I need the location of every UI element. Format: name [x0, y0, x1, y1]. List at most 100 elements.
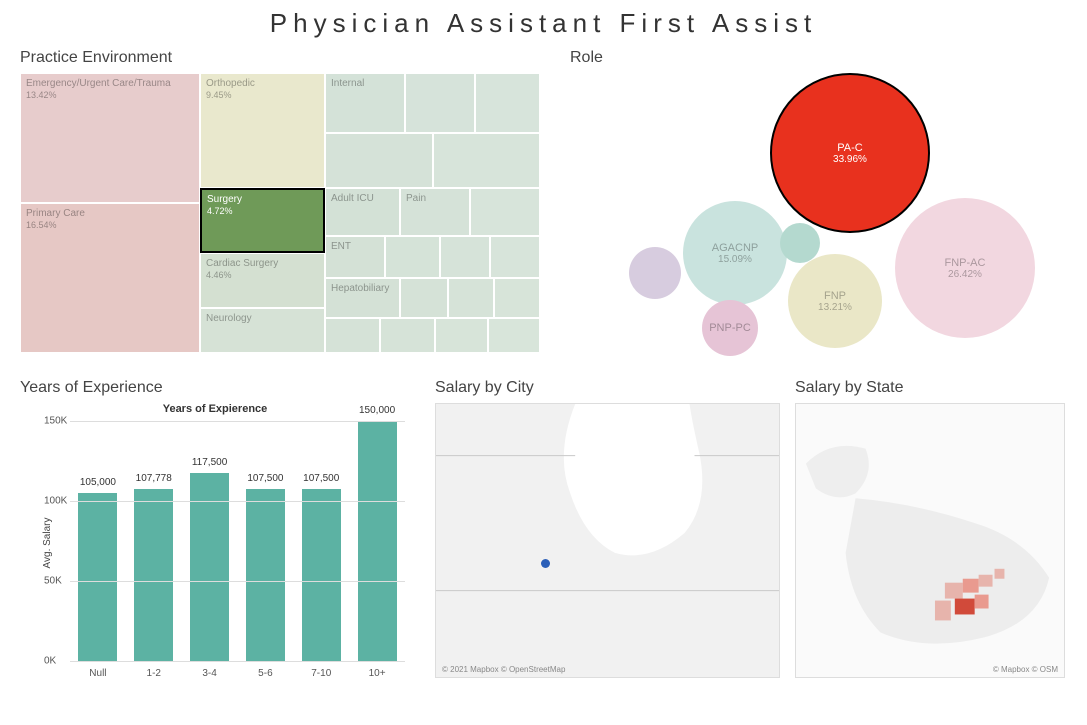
treemap-cell[interactable] — [435, 318, 488, 353]
y-tick: 0K — [44, 656, 56, 667]
map-city-panel: Salary by City © 2021 Mapbox © OpenStree… — [435, 379, 780, 699]
treemap-cell-pct: 9.45% — [206, 90, 319, 101]
treemap-cell[interactable] — [433, 133, 540, 188]
bar-value-label: 105,000 — [80, 477, 116, 488]
treemap-cell[interactable] — [448, 278, 494, 318]
bar-value-label: 107,778 — [136, 473, 172, 484]
treemap-chart[interactable]: Emergency/Urgent Care/Trauma13.42%Primar… — [20, 73, 540, 353]
x-tick: 3-4 — [202, 668, 216, 679]
bubble[interactable]: AGACNP15.09% — [683, 201, 787, 305]
treemap-cell-label: Neurology — [206, 313, 319, 325]
map-state-attribution: © Mapbox © OSM — [993, 665, 1058, 674]
bubble[interactable]: FNP-AC26.42% — [895, 198, 1035, 338]
treemap-label: Practice Environment — [20, 49, 550, 67]
bars-label: Years of Experience — [20, 379, 420, 397]
treemap-cell-label: Surgery — [207, 194, 318, 206]
treemap-cell-label: Internal — [331, 78, 399, 90]
treemap-cell[interactable] — [405, 73, 475, 133]
bubble-label: FNP-AC — [945, 257, 986, 269]
bar-chart-title: Years of Expierence — [20, 403, 410, 415]
x-tick: 5-6 — [258, 668, 272, 679]
treemap-cell-label: Adult ICU — [331, 193, 394, 205]
treemap-cell[interactable]: Primary Care16.54% — [20, 203, 200, 353]
gridline — [70, 581, 405, 582]
bubble-chart[interactable]: PA-C33.96%AGACNP15.09%FNP13.21%FNP-AC26.… — [590, 73, 1070, 363]
bubble-panel: Role PA-C33.96%AGACNP15.09%FNP13.21%FNP-… — [570, 49, 1070, 369]
treemap-cell[interactable] — [440, 236, 490, 278]
bubble-label: AGACNP — [712, 242, 758, 254]
x-tick: 7-10 — [311, 668, 331, 679]
bubble-label: PNP-PC — [709, 322, 751, 334]
bar[interactable]: 105,000 — [78, 493, 117, 661]
bubble[interactable]: PA-C33.96% — [770, 73, 930, 233]
y-tick: 100K — [44, 496, 67, 507]
map-dot — [541, 559, 550, 568]
treemap-cell[interactable]: Pain — [400, 188, 470, 236]
treemap-cell-pct: 4.46% — [206, 270, 319, 281]
treemap-cell[interactable]: Cardiac Surgery4.46% — [200, 253, 325, 308]
treemap-cell[interactable]: Adult ICU — [325, 188, 400, 236]
bubble-pct: 15.09% — [718, 254, 752, 265]
bubble-label: PA-C — [837, 142, 862, 154]
treemap-cell-label: Cardiac Surgery — [206, 258, 319, 270]
map-state-label: Salary by State — [795, 379, 1065, 397]
bar-value-label: 107,500 — [303, 473, 339, 484]
treemap-cell-label: Emergency/Urgent Care/Trauma — [26, 78, 194, 90]
treemap-cell[interactable] — [488, 318, 540, 353]
bar-ylabel: Avg. Salary — [42, 518, 53, 569]
map-city-attribution: © 2021 Mapbox © OpenStreetMap — [442, 665, 565, 674]
bubble-label: FNP — [824, 290, 846, 302]
treemap-cell-label: Pain — [406, 193, 464, 205]
bar-value-label: 107,500 — [247, 473, 283, 484]
x-tick: 1-2 — [147, 668, 161, 679]
treemap-cell[interactable] — [400, 278, 448, 318]
treemap-cell[interactable]: Neurology — [200, 308, 325, 353]
treemap-cell[interactable] — [325, 133, 433, 188]
treemap-cell[interactable] — [325, 318, 380, 353]
map-state-panel: Salary by State © Mapbox © OSM — [795, 379, 1065, 699]
bar[interactable]: 107,500 — [302, 489, 341, 661]
treemap-cell-label: Primary Care — [26, 208, 194, 220]
treemap-cell[interactable] — [385, 236, 440, 278]
bar-value-label: 150,000 — [359, 405, 395, 416]
treemap-cell[interactable] — [475, 73, 540, 133]
bars-panel: Years of Experience Years of Expierence … — [20, 379, 420, 699]
treemap-cell-label: Orthopedic — [206, 78, 319, 90]
treemap-cell[interactable] — [380, 318, 435, 353]
treemap-panel: Practice Environment Emergency/Urgent Ca… — [20, 49, 550, 369]
treemap-cell-pct: 4.72% — [207, 206, 318, 217]
treemap-cell[interactable]: Surgery4.72% — [200, 188, 325, 253]
treemap-cell-pct: 13.42% — [26, 90, 194, 101]
bubble-label: Role — [570, 49, 1070, 67]
treemap-cell[interactable]: Orthopedic9.45% — [200, 73, 325, 188]
x-tick: Null — [89, 668, 106, 679]
bubble[interactable]: FNP13.21% — [788, 254, 882, 348]
treemap-cell[interactable]: Emergency/Urgent Care/Trauma13.42% — [20, 73, 200, 203]
map-city-label: Salary by City — [435, 379, 780, 397]
bar[interactable]: 107,500 — [246, 489, 285, 661]
bubble[interactable] — [780, 223, 820, 263]
map-state[interactable]: © Mapbox © OSM — [795, 403, 1065, 678]
bubble-pct: 33.96% — [833, 154, 867, 165]
treemap-cell[interactable]: Hepatobiliary — [325, 278, 400, 318]
bubble[interactable]: PNP-PC — [702, 300, 758, 356]
y-tick: 150K — [44, 416, 67, 427]
treemap-cell[interactable] — [470, 188, 540, 236]
bubble-pct: 13.21% — [818, 302, 852, 313]
map-city[interactable]: © 2021 Mapbox © OpenStreetMap — [435, 403, 780, 678]
bar[interactable]: 150,000 — [358, 421, 397, 661]
bubble-pct: 26.42% — [948, 269, 982, 280]
gridline — [70, 501, 405, 502]
bar[interactable]: 107,778 — [134, 489, 173, 661]
treemap-cell[interactable]: Internal — [325, 73, 405, 133]
y-tick: 50K — [44, 576, 62, 587]
bar-value-label: 117,500 — [192, 457, 227, 468]
treemap-cell[interactable] — [494, 278, 540, 318]
treemap-cell[interactable] — [490, 236, 540, 278]
treemap-cell[interactable]: ENT — [325, 236, 385, 278]
treemap-cell-label: Hepatobiliary — [331, 283, 394, 295]
bar-chart[interactable]: Years of Expierence Avg. Salary 105,000 1… — [20, 403, 410, 683]
gridline — [70, 661, 405, 662]
gridline — [70, 421, 405, 422]
bubble[interactable] — [629, 247, 681, 299]
